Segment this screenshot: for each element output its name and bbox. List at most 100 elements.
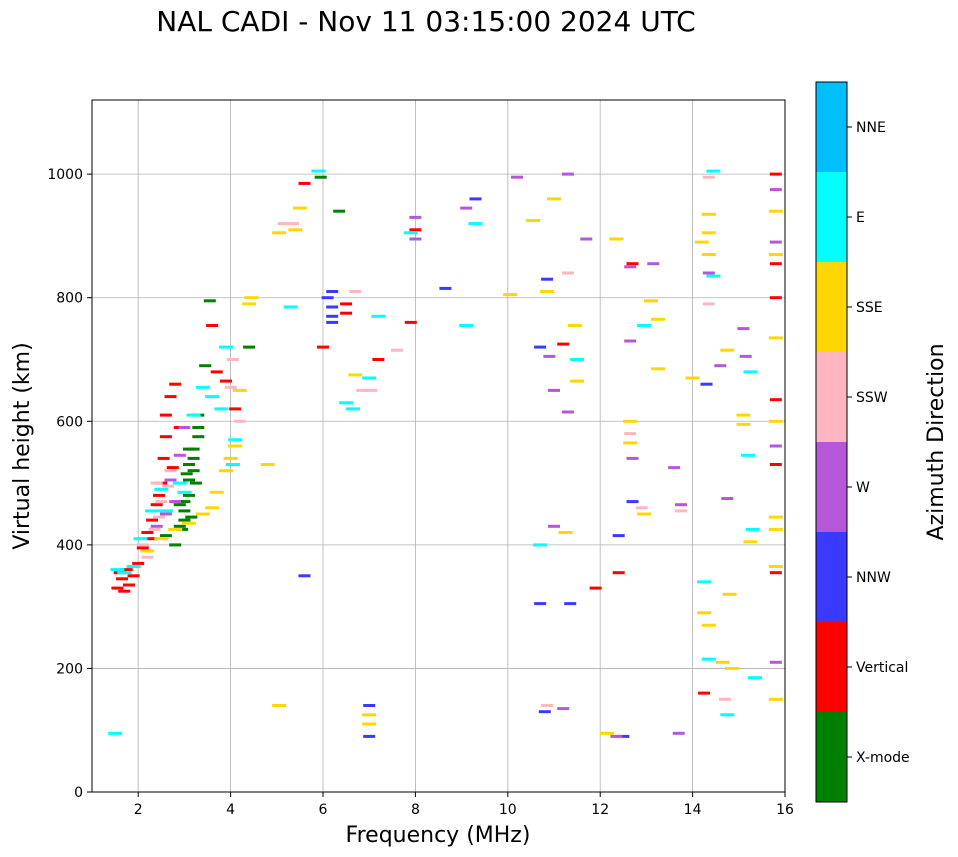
data-point-vertical	[317, 345, 329, 349]
data-point-x-mode	[189, 481, 202, 485]
data-point-x-mode	[192, 435, 205, 439]
data-point-ssw	[635, 506, 648, 510]
data-point-ssw	[224, 385, 237, 389]
data-point-sse	[768, 565, 783, 568]
y-tick-label: 400	[56, 538, 83, 554]
data-point-w	[159, 512, 172, 516]
data-point-vertical	[404, 320, 417, 324]
data-point-sse	[685, 376, 700, 380]
data-point-nnw	[298, 574, 311, 578]
data-point-ssw	[349, 290, 362, 293]
data-point-e	[637, 324, 652, 327]
data-point-nnw	[469, 197, 482, 201]
data-point-sse	[348, 373, 363, 377]
data-point-x-mode	[192, 426, 205, 429]
data-point-vertical	[698, 691, 711, 695]
colorbar-segment	[816, 532, 847, 622]
data-point-vertical	[146, 518, 159, 522]
data-point-e	[741, 453, 755, 457]
data-point-x-mode	[187, 456, 200, 460]
data-point-e	[362, 376, 377, 380]
data-point-w	[543, 354, 556, 358]
data-point-vertical	[769, 296, 782, 300]
data-point-x-mode	[178, 509, 191, 513]
data-point-sse	[743, 540, 758, 544]
data-point-vertical	[612, 571, 625, 575]
data-point-vertical	[769, 398, 782, 402]
data-point-sse	[644, 299, 658, 303]
data-point-e	[214, 407, 229, 411]
data-point-vertical	[166, 466, 179, 470]
x-tick-label: 8	[411, 802, 420, 818]
data-point-ssw	[356, 388, 369, 392]
data-point-e	[154, 487, 169, 491]
data-point-sse	[724, 666, 739, 670]
colorbar-frame	[815, 81, 848, 803]
data-point-x-mode	[187, 469, 200, 473]
data-point-nnw	[326, 314, 339, 318]
data-point-e	[706, 169, 721, 173]
data-point-sse	[768, 253, 783, 256]
data-point-vertical	[769, 463, 782, 466]
data-point-vertical	[409, 228, 422, 232]
data-point-w	[173, 453, 186, 457]
data-point-vertical	[164, 395, 177, 399]
data-point-ssw	[277, 222, 290, 226]
data-point-sse	[540, 290, 555, 293]
data-point-sse	[260, 463, 275, 466]
data-point-sse	[195, 512, 210, 516]
data-point-x-mode	[183, 447, 195, 451]
data-point-w	[150, 524, 163, 528]
data-point-vertical	[372, 358, 385, 361]
data-point-e	[468, 222, 483, 226]
data-point-nnw	[700, 382, 713, 386]
colorbar-tick-label: Vertical	[856, 660, 908, 676]
data-point-e	[339, 401, 354, 405]
data-point-e	[110, 568, 125, 572]
data-point-x-mode	[159, 534, 172, 538]
data-point-ssw	[675, 509, 687, 513]
data-point-w	[769, 240, 782, 244]
chart-title: NAL CADI - Nov 11 03:15:00 2024 UTC	[156, 5, 695, 38]
data-point-ssw	[287, 222, 299, 226]
colorbar-label: Azimuth Direction	[924, 343, 949, 540]
data-point-e	[108, 731, 123, 735]
y-tick-label: 1000	[47, 167, 83, 183]
data-point-ssw	[153, 515, 165, 519]
colorbar: X-mode Vertical NNW W SSW SSE E NNE	[815, 81, 910, 803]
colorbar-segment	[816, 82, 847, 172]
data-point-sse	[768, 515, 783, 519]
data-point-x-mode	[183, 493, 195, 497]
data-point-vertical	[111, 586, 124, 590]
data-point-sse	[362, 722, 377, 726]
data-point-e	[117, 571, 132, 575]
plot-frame	[91, 99, 786, 793]
data-point-x-mode	[183, 478, 195, 482]
data-point-nnw	[326, 320, 339, 324]
data-point-vertical	[127, 574, 140, 578]
data-point-sse	[547, 197, 561, 201]
colorbar-tick-label: NNW	[856, 570, 891, 586]
x-tick-label: 16	[776, 802, 794, 818]
data-point-sse	[205, 506, 220, 510]
data-point-sse	[651, 367, 665, 371]
data-point-sse	[242, 302, 257, 306]
data-point-vertical	[220, 379, 232, 383]
data-point-sse	[154, 537, 169, 541]
data-point-vertical	[210, 370, 223, 374]
data-point-w	[769, 444, 782, 448]
data-point-e	[459, 324, 474, 327]
data-point-sse	[701, 231, 716, 235]
data-point-sse	[623, 419, 638, 423]
x-tick-label: 2	[134, 802, 143, 818]
data-point-sse	[768, 419, 783, 423]
data-point-ssw	[390, 348, 403, 352]
data-point-sse	[697, 611, 712, 615]
data-point-w	[561, 172, 574, 176]
x-tick-label: 6	[319, 802, 328, 818]
data-point-nnw	[363, 704, 376, 707]
data-point-e	[145, 509, 160, 513]
data-point-ssw	[141, 555, 154, 559]
data-point-sse	[768, 209, 783, 213]
data-point-vertical	[120, 568, 133, 572]
